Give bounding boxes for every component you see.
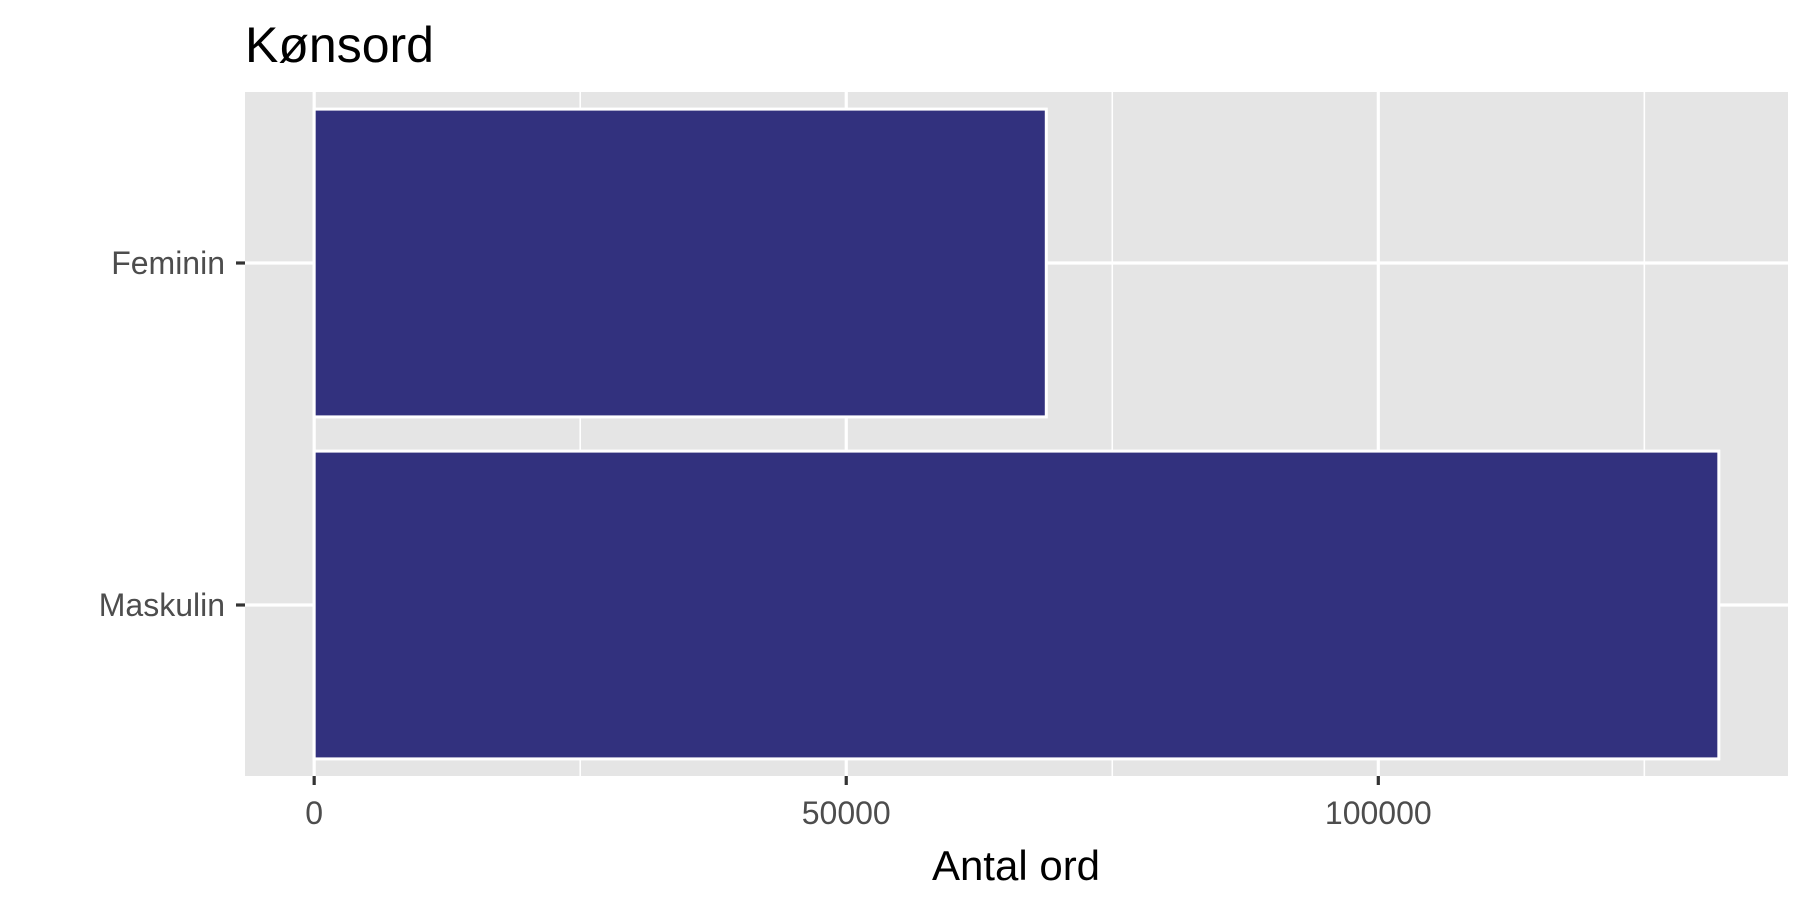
bar-feminin [312, 107, 1048, 419]
y-tick-label: Maskulin [99, 587, 225, 623]
y-tick-label: Feminin [111, 245, 225, 281]
x-tick-label: 0 [305, 795, 323, 831]
bars [312, 107, 1721, 761]
bar-maskulin [312, 449, 1721, 761]
x-tick-label: 100000 [1325, 795, 1432, 831]
axes: Feminin Maskulin 0 50000 100000 [99, 245, 1432, 831]
x-tick-label: 50000 [802, 795, 891, 831]
chart-title: Kønsord [245, 17, 434, 73]
x-axis-title: Antal ord [932, 842, 1100, 889]
